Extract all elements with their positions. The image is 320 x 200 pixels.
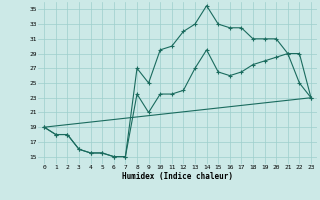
X-axis label: Humidex (Indice chaleur): Humidex (Indice chaleur) [122, 172, 233, 181]
